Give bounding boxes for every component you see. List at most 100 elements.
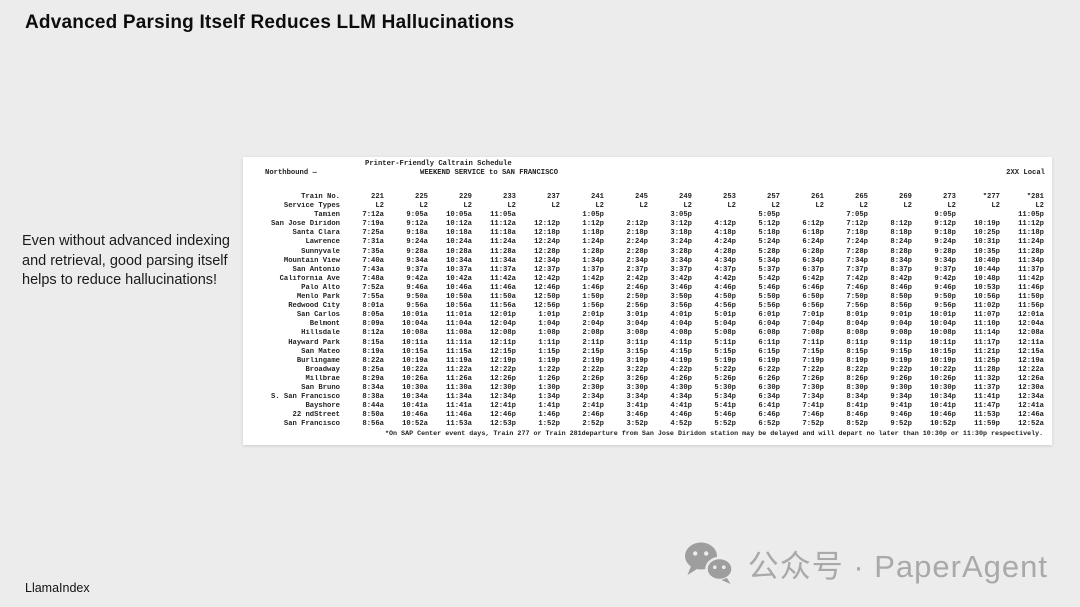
time-cell: 8:12a [362,329,384,338]
time-cell: 9:50a [406,293,428,302]
table-row: Belmont 8:09a 10:04a 11:04a 12:04p 1:04p 2:04p… [243,320,1050,329]
time-cell: 8:15a [362,338,384,347]
time-cell: 12:46a [1018,411,1044,420]
time-cell: 10:26p [930,374,956,383]
time-cell: 10:11p [930,338,956,347]
station-cell: Santa Clara [292,229,340,238]
time-cell: 2:34p [582,393,604,402]
station-cell: Mountain View [283,256,340,265]
time-cell: 10:50a [446,293,472,302]
time-cell: 2:08p [582,329,604,338]
time-cell: 2:46p [582,411,604,420]
train-number-cell: 261 [811,193,824,201]
time-cell: 10:15a [402,347,428,356]
time-cell: 9:41p [890,402,912,411]
time-cell: 11:25p [974,356,1000,365]
time-cell: 9:37p [934,265,956,274]
time-cell: 10:15p [930,347,956,356]
time-cell: 8:26p [846,374,868,383]
time-cell: 7:31a [362,238,384,247]
time-cell: 2:04p [582,320,604,329]
time-cell: 9:56a [406,302,428,311]
table-row: San Jose Diridon 7:19a 9:12a 10:12a 11:12a 12… [243,220,1050,229]
time-cell: 10:19a [402,356,428,365]
station-cell: Sunnyvale [301,247,340,256]
schedule-route-type: 2XX Local [1006,168,1045,177]
time-cell: 2:37p [626,265,648,274]
time-cell [874,211,918,220]
time-cell: 11:15a [446,347,472,356]
time-cell: 8:56a [362,420,384,429]
time-cell: 10:42a [446,274,472,283]
time-cell: 2:11p [582,338,604,347]
time-cell: 8:42p [890,274,912,283]
time-cell: 12:15a [1018,347,1044,356]
time-cell: 10:01a [402,311,428,320]
time-cell: 3:30p [626,383,648,392]
table-row: San Antonio 7:43a 9:37a 10:37a 11:37a 12:37p 1… [243,266,1050,275]
service-type-cell: L2 [639,202,648,211]
table-row: California Ave 7:48a 9:42a 10:42a 11:42a 12:4… [243,275,1050,284]
time-cell: 8:29a [362,374,384,383]
time-cell: 6:15p [758,347,780,356]
time-cell: 10:22a [402,365,428,374]
time-cell: 11:28p [1018,247,1044,256]
train-number-cell: 245 [635,193,648,201]
train-number-cell: 273 [943,193,956,201]
time-cell: 3:34p [626,393,648,402]
service-type-cell: L2 [903,202,912,211]
time-cell: 12:08a [1018,329,1044,338]
time-cell: 4:26p [670,374,692,383]
time-cell: 6:19p [758,356,780,365]
time-cell: 7:40a [362,256,384,265]
time-cell: 12:30a [1018,383,1044,392]
time-cell: 11:30a [446,383,472,392]
time-cell: 8:04p [846,320,868,329]
station-cell: S. San Francisco [270,393,340,402]
time-cell: 9:22p [890,365,912,374]
train-number-cell: 233 [503,193,516,201]
table-row: Bayshore 8:44a 10:41a 11:41a 12:41p 1:41p 2:41… [243,402,1050,411]
time-cell: 1:37p [582,265,604,274]
time-cell [962,211,1006,220]
time-cell: 9:30p [890,383,912,392]
service-type-cell: L2 [463,202,472,211]
time-cell: 5:15p [714,347,736,356]
time-cell: 5:05p [758,211,780,220]
time-cell: 11:46a [446,411,472,420]
brand-llamaindex: LlamaIndex [25,581,90,595]
time-cell: 11:08a [446,329,472,338]
time-cell: 11:07p [974,311,1000,320]
time-cell: 2:52p [582,420,604,429]
time-cell: 11:32p [974,374,1000,383]
time-cell: 12:56p [534,302,560,311]
time-cell: 3:04p [626,320,648,329]
time-cell: 10:44p [974,265,1000,274]
time-cell: 10:56a [446,302,472,311]
time-cell: 11:34p [1018,256,1044,265]
table-row: 22 ndStreet 8:50a 10:46a 11:46a 12:46p 1:46p 2… [243,411,1050,420]
time-cell: 10:18a [446,229,472,238]
time-cell: 11:37p [1018,265,1044,274]
time-cell: 3:56p [670,302,692,311]
station-cell: Belmont [309,320,340,329]
time-cell: 12:11a [1018,338,1044,347]
time-cell: 4:24p [714,238,736,247]
time-cell: 3:52p [626,420,648,429]
service-type-cell: L2 [507,202,516,211]
table-row: San Bruno 8:34a 10:30a 11:30a 12:30p 1:30p 2:3… [243,384,1050,393]
time-cell: 8:24p [890,238,912,247]
time-cell: 1:26p [538,374,560,383]
time-cell: 1:42p [582,274,604,283]
time-cell: 5:08p [714,329,736,338]
station-cell: Hayward Park [288,338,340,347]
time-cell: 11:05a [490,211,516,220]
table-row: Palo Alto 7:52a 9:46a 10:46a 11:46a 12:46p 1:4… [243,284,1050,293]
time-cell: 12:04p [490,320,516,329]
time-cell: 7:48a [362,274,384,283]
time-cell: 1:50p [582,293,604,302]
time-cell: 5:42p [758,274,780,283]
time-cell: 8:52p [846,420,868,429]
train-number-cell: 225 [415,193,428,201]
time-cell: 7:37p [846,265,868,274]
